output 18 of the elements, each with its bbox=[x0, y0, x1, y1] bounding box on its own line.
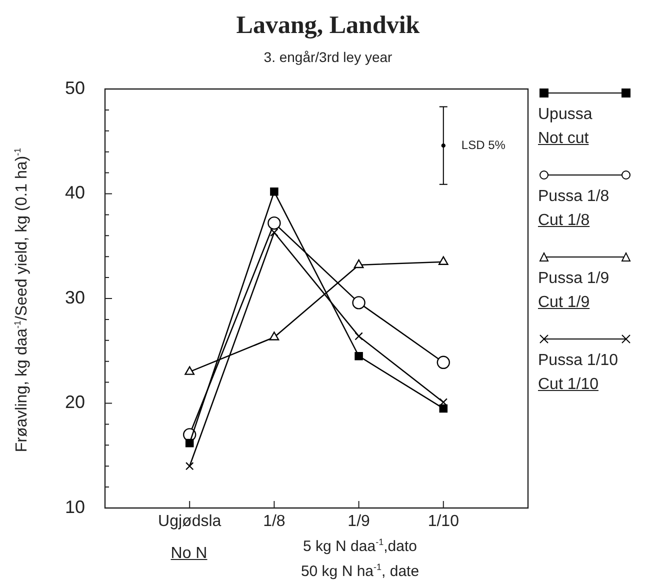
x-tick-label: 1/10 bbox=[428, 513, 460, 530]
legend-label: Pussa 1/9 Cut 1/9 bbox=[538, 270, 610, 312]
annotation: LSD 5% bbox=[461, 138, 506, 152]
y-tick-label: 40 bbox=[64, 182, 85, 203]
y-tick-label: 50 bbox=[64, 78, 85, 98]
y-tick-label: 20 bbox=[64, 392, 85, 412]
chart-title: Lavang, Landvik bbox=[235, 12, 421, 40]
x-tick-label: Ugjødsla bbox=[158, 513, 222, 530]
y-tick-label: 10 bbox=[64, 496, 85, 517]
text: No N bbox=[170, 545, 208, 563]
y-tick-label: 30 bbox=[64, 287, 85, 308]
x-tick-label: 1/9 bbox=[348, 513, 370, 530]
x-axis-title: 5 kg N daa$^{-1}$,dato 50 kg N ha$^{-1}$, date bbox=[300, 536, 420, 582]
legend-label: Pussa 1/8 Cut 1/8 bbox=[538, 188, 610, 230]
x-tick-label: 1/8 bbox=[263, 513, 286, 530]
legend-label: Upussa Not cut bbox=[538, 106, 594, 148]
legend-label: Pussa 1/10 Cut 1/10 bbox=[538, 352, 620, 394]
chart-subtitle: 3. engår/3rd ley year bbox=[262, 49, 394, 65]
